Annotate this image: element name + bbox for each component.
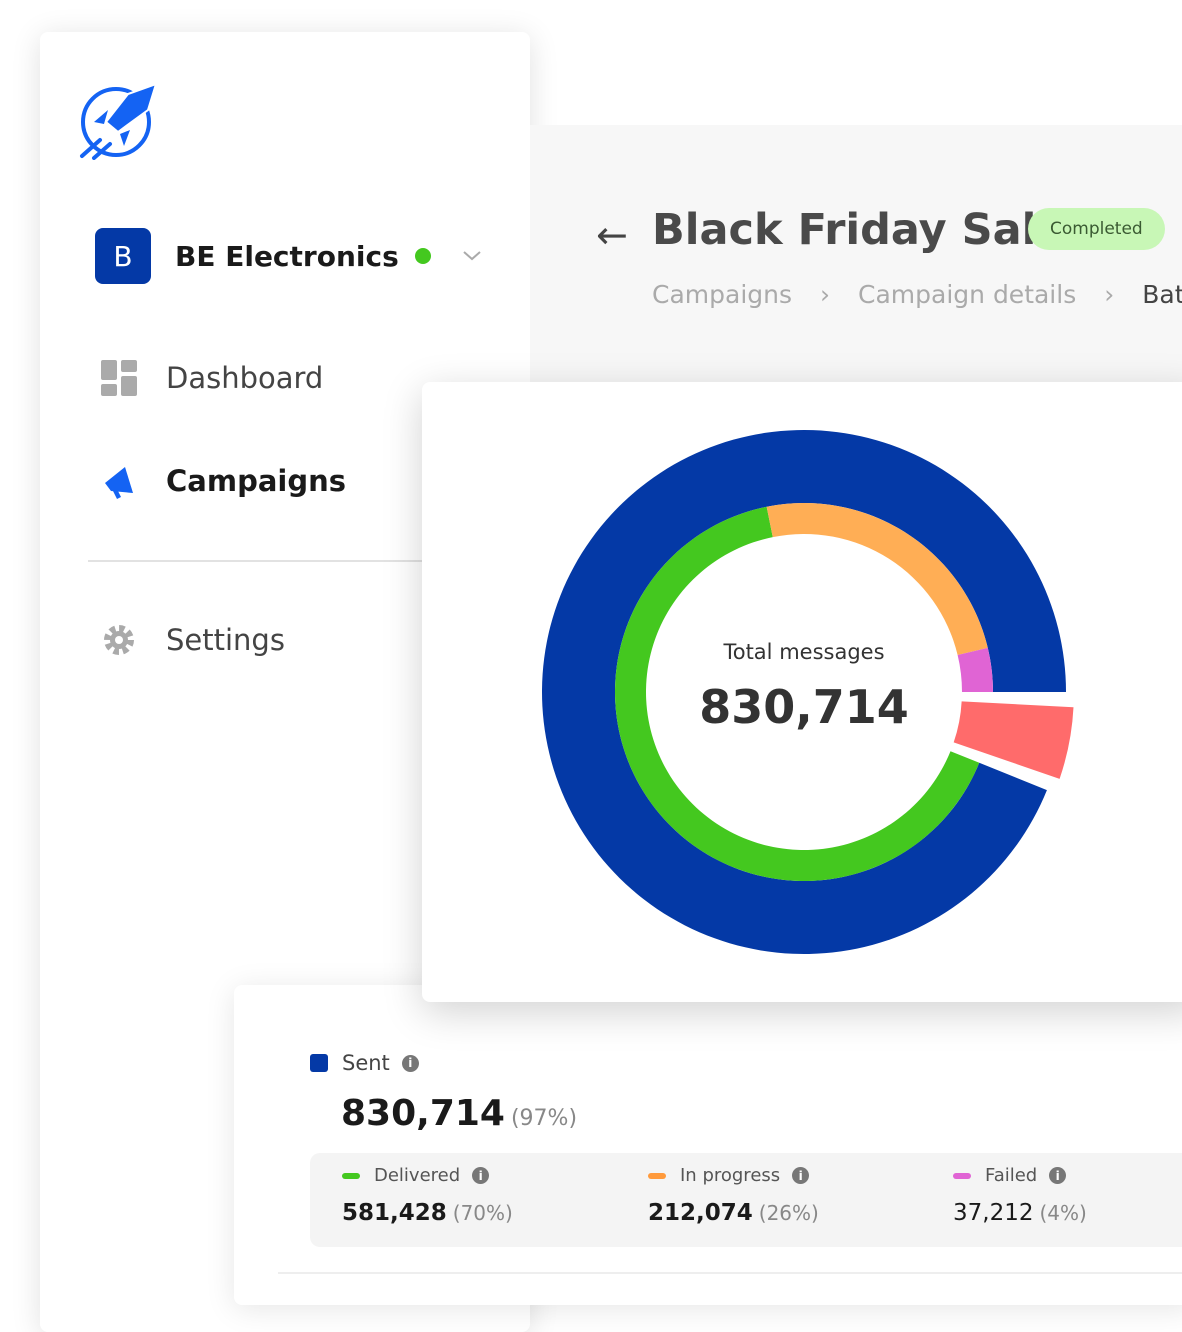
stat-value: 581,428 [342, 1200, 447, 1226]
breadcrumb-separator-icon: › [820, 280, 831, 309]
stats-card: Sent i 830,714 (97%) Delivered i 581,428 (7… [234, 985, 1182, 1305]
stat-percent: (26%) [758, 1201, 819, 1225]
sidebar-item-label: Dashboard [166, 361, 324, 395]
megaphone-icon [100, 462, 138, 500]
chart-center-label: Total messages [723, 640, 885, 664]
gear-icon [100, 621, 138, 659]
in-progress-swatch [648, 1172, 666, 1179]
sent-value: 830,714 (97%) [341, 1093, 577, 1134]
breadcrumb-campaigns[interactable]: Campaigns [652, 280, 793, 309]
donut-chart [541, 430, 1074, 954]
sent-count: 830,714 [341, 1093, 505, 1134]
info-icon[interactable]: i [1049, 1167, 1067, 1184]
online-status-dot [415, 248, 431, 264]
divider [88, 560, 488, 562]
donut-slice-in-progress[interactable] [766, 503, 988, 656]
stat-label: Failed [985, 1165, 1038, 1186]
sent-percent: (97%) [510, 1106, 578, 1131]
info-icon[interactable]: i [401, 1054, 419, 1072]
chevron-down-icon[interactable] [463, 247, 481, 265]
org-switcher[interactable]: B BE Electronics [95, 228, 481, 284]
info-icon[interactable]: i [792, 1167, 810, 1184]
donut-chart-card: Total messages 830,714 [422, 382, 1182, 1002]
divider [278, 1272, 1182, 1274]
stat-failed: Failed i 37,212 (4%) [953, 1165, 1087, 1226]
sidebar-item-label: Settings [166, 623, 285, 657]
stat-percent: (4%) [1039, 1201, 1087, 1225]
stat-label: Delivered [374, 1165, 461, 1186]
status-badge: Completed [1028, 208, 1165, 250]
breadcrumb: Campaigns › Campaign details › Batch [652, 280, 1182, 309]
chart-center-value: 830,714 [699, 680, 909, 734]
dashboard-icon [100, 359, 138, 397]
sent-legend: Sent i [310, 1051, 419, 1075]
sidebar-item-label: Campaigns [166, 464, 347, 498]
sent-color-swatch [310, 1054, 328, 1072]
campaign-header: ← Black Friday Sale Completed Campaigns … [530, 125, 1182, 425]
stat-percent: (70%) [452, 1201, 513, 1225]
breadcrumb-separator-icon: › [1104, 280, 1115, 309]
donut-slice-not-sent[interactable] [953, 701, 1074, 779]
stat-delivered: Delivered i 581,428 (70%) [342, 1165, 513, 1226]
sidebar-item-settings[interactable]: Settings [100, 621, 285, 659]
stat-in-progress: In progress i 212,074 (26%) [648, 1165, 819, 1226]
sent-label: Sent [342, 1051, 390, 1075]
stat-value: 37,212 [953, 1200, 1034, 1226]
breakdown-panel: Delivered i 581,428 (70%) In progress i 212… [310, 1153, 1182, 1247]
donut-slice-failed[interactable] [957, 647, 993, 692]
sidebar-item-dashboard[interactable]: Dashboard [100, 359, 323, 397]
rocket-logo-icon [80, 82, 158, 160]
info-icon[interactable]: i [472, 1167, 490, 1184]
org-avatar: B [95, 228, 151, 284]
breadcrumb-campaign-details[interactable]: Campaign details [858, 280, 1077, 309]
failed-swatch [953, 1172, 971, 1179]
delivered-swatch [342, 1172, 360, 1179]
sidebar-item-campaigns[interactable]: Campaigns [100, 462, 346, 500]
page-title: Black Friday Sale [652, 205, 1066, 255]
breadcrumb-batch: Batch [1142, 280, 1182, 309]
stat-value: 212,074 [648, 1200, 753, 1226]
stat-label: In progress [680, 1165, 781, 1186]
back-arrow-icon[interactable]: ← [596, 213, 628, 257]
org-name: BE Electronics [175, 239, 399, 273]
